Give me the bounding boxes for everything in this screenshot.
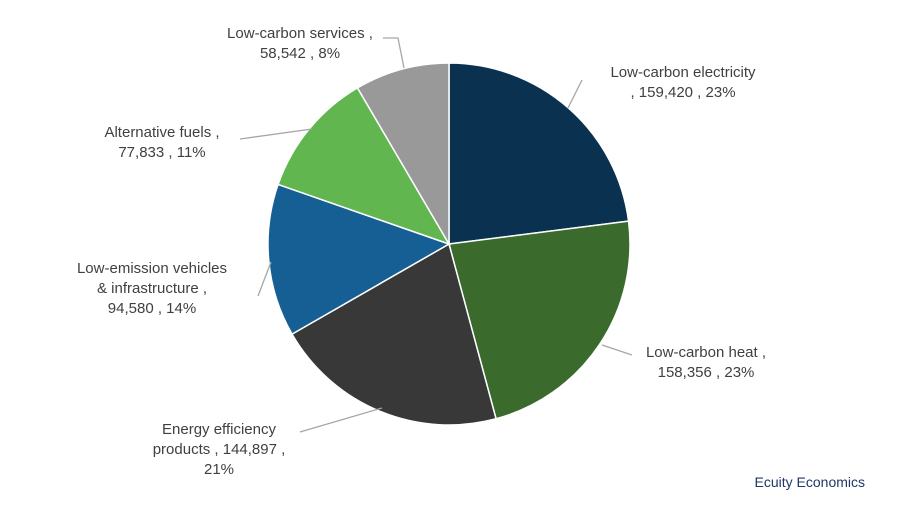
data-label-line: Alternative fuels , (104, 124, 219, 141)
data-label-line: , 159,420 , 23% (630, 84, 735, 101)
data-label-low-carbon-electricity: Low-carbon electricity , 159,420 , 23% (610, 64, 756, 101)
pie-slice-energy-efficiency-products (291, 242, 497, 426)
pie-slice-low-carbon-services (356, 62, 450, 247)
data-label-line: Low-carbon electricity (610, 64, 756, 81)
data-label-line: & infrastructure , (97, 280, 207, 297)
pie-slice-low-carbon-electricity (448, 62, 630, 245)
leader-line-alternative-fuels (239, 128, 313, 140)
data-label-line: Energy efficiency (162, 421, 276, 438)
data-label-line: 94,580 , 14% (108, 300, 196, 317)
data-label-line: 77,833 , 11% (118, 144, 205, 161)
leader-line-energy-efficiency-products (299, 407, 383, 433)
data-label-line: Low-carbon heat , (646, 344, 766, 361)
data-label-line: Low-carbon services , (227, 25, 373, 42)
data-label-line: 158,356 , 23% (658, 364, 755, 381)
data-label-line: Low-emission vehicles (77, 260, 227, 277)
data-label-line: products , 144,897 , (153, 441, 286, 458)
source-note: Ecuity Economics (755, 474, 865, 490)
data-label-line: 58,542 , 8% (260, 45, 340, 62)
pie-slices (267, 62, 631, 426)
leader-line-low-carbon-services (383, 37, 405, 69)
pie-slice-low-emission-vehicles-and-infrastructure (267, 183, 451, 336)
data-label-low-carbon-heat: Low-carbon heat , 158,356 , 23% (646, 344, 766, 381)
leader-lines (239, 37, 633, 433)
pie-slice-low-carbon-heat (448, 220, 631, 420)
data-label-alternative-fuels: Alternative fuels , 77,833 , 11% (104, 124, 219, 161)
leader-line-low-carbon-heat (601, 344, 633, 356)
data-label-line: 21% (204, 461, 234, 478)
data-label-low-emission-vehicles-and-infrastructure: Low-emission vehicles & infrastructure , 9… (77, 260, 227, 317)
data-label-energy-efficiency-products: Energy efficiency products , 144,897 , 21% (153, 421, 286, 478)
leader-line-low-carbon-electricity (567, 79, 583, 109)
data-label-low-carbon-services: Low-carbon services , 58,542 , 8% (227, 25, 373, 62)
leader-line-low-emission-vehicles-and-infrastructure (257, 261, 272, 297)
data-labels: Low-carbon electricity, 159,420 , 23%Low… (77, 25, 766, 478)
